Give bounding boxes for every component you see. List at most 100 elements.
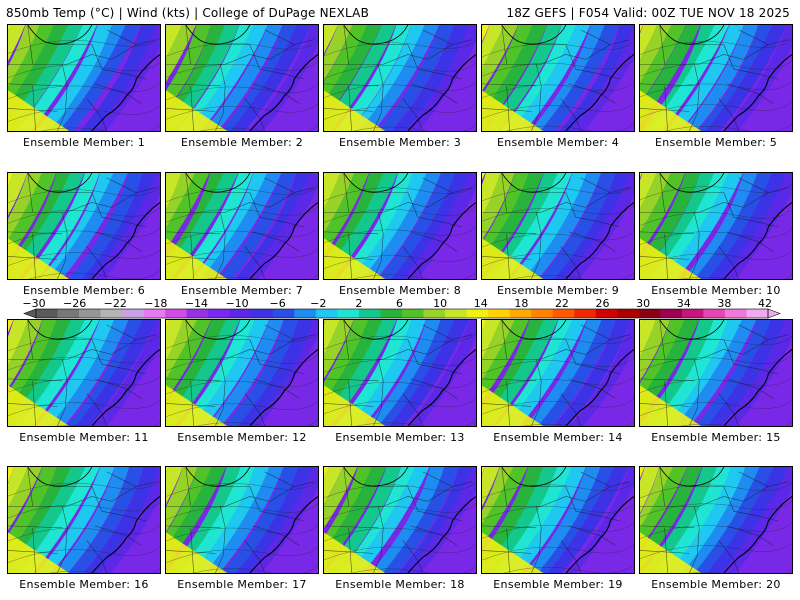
ensemble-member-map[interactable] [7,466,161,574]
ensemble-member-caption: Ensemble Member: 4 [496,136,620,149]
colorbar-segment [122,309,144,318]
colorbar-tick-label: 22 [554,297,569,310]
colorbar-segment [251,309,274,318]
colorbar-segment [186,309,209,318]
colorbar-tick-label: −26 [63,297,87,310]
colorbar-segment [746,309,769,318]
temperature-field-map [482,25,634,131]
colorbar-max-arrow [767,308,781,319]
colorbar-segment [703,309,726,318]
ensemble-member-caption: Ensemble Member: 5 [654,136,778,149]
colorbar-segment [165,309,188,318]
colorbar-segment [681,309,704,318]
ensemble-member-caption: Ensemble Member: 13 [335,431,465,444]
temperature-field-map [482,173,634,279]
temperature-field-map [482,320,634,426]
colorbar-tick-label: 2 [355,297,363,310]
ensemble-member-map[interactable] [165,172,319,280]
colorbar-tick-label: 30 [636,297,651,310]
ensemble-member-map[interactable] [323,172,477,280]
temperature-field-map [324,320,476,426]
colorbar-tick-label: 42 [758,297,772,310]
ensemble-member-map[interactable] [323,24,477,132]
colorbar-segment [315,309,338,318]
temperature-field-map [8,467,160,573]
ensemble-member-caption: Ensemble Member: 9 [496,284,620,297]
colorbar-segment [100,309,123,318]
colorbar-tick-label: 18 [514,297,529,310]
ensemble-member-map[interactable] [481,466,635,574]
colorbar-segment [445,309,467,318]
colorbar-segment [660,309,683,318]
colorbar-segment [488,309,510,318]
temperature-field-map [324,25,476,131]
temperature-colorbar [23,308,781,319]
colorbar-segment [423,309,446,318]
header-title-left: 850mb Temp (°C) | Wind (kts) | College o… [6,6,370,20]
colorbar-segment [358,309,381,318]
colorbar-tick-label: −30 [22,297,46,310]
header-title-right: 18Z GEFS | F054 Valid: 00Z TUE NOV 18 20… [506,6,790,20]
temperature-field-map [166,320,318,426]
colorbar-tick-label: −18 [144,297,168,310]
temperature-field-map [482,467,634,573]
ensemble-member-caption: Ensemble Member: 11 [19,431,149,444]
ensemble-member-caption: Ensemble Member: 14 [493,431,623,444]
ensemble-member-map[interactable] [639,466,793,574]
ensemble-member-map[interactable] [639,172,793,280]
colorbar-segment [272,309,295,318]
temperature-field-map [640,467,792,573]
colorbar-segment [509,309,532,318]
ensemble-member-map[interactable] [165,466,319,574]
ensemble-member-caption: Ensemble Member: 1 [22,136,146,149]
ensemble-member-map[interactable] [7,24,161,132]
colorbar-segment [79,309,101,318]
ensemble-member-map[interactable] [165,319,319,427]
temperature-field-map [324,467,476,573]
ensemble-member-map[interactable] [323,466,477,574]
ensemble-member-caption: Ensemble Member: 8 [338,284,462,297]
ensemble-member-map[interactable] [481,172,635,280]
ensemble-member-map[interactable] [7,319,161,427]
ensemble-member-caption: Ensemble Member: 15 [651,431,781,444]
ensemble-member-map[interactable] [323,319,477,427]
colorbar-segment [208,309,231,318]
temperature-field-map [8,320,160,426]
ensemble-member-caption: Ensemble Member: 10 [651,284,781,297]
colorbar-segment [36,309,58,318]
temperature-field-map [640,25,792,131]
colorbar-segment [552,309,575,318]
colorbar-tick-label: 10 [433,297,448,310]
ensemble-member-caption: Ensemble Member: 20 [651,578,781,591]
ensemble-member-caption: Ensemble Member: 17 [177,578,307,591]
colorbar-segment [595,309,618,318]
ensemble-member-caption: Ensemble Member: 18 [335,578,465,591]
colorbar-segment [380,309,403,318]
colorbar-tick-label: 34 [676,297,691,310]
ensemble-member-caption: Ensemble Member: 3 [338,136,462,149]
temperature-field-map [640,320,792,426]
ensemble-member-map[interactable] [481,319,635,427]
temperature-field-map [166,25,318,131]
colorbar-segment [724,309,747,318]
ensemble-member-map[interactable] [165,24,319,132]
colorbar-segment [617,309,640,318]
colorbar-segment [143,309,166,318]
colorbar-segment [574,309,597,318]
ensemble-member-caption: Ensemble Member: 7 [180,284,304,297]
colorbar-tick-label: 6 [396,297,403,310]
colorbar-segment [337,309,360,318]
ensemble-member-caption: Ensemble Member: 19 [493,578,623,591]
ensemble-member-caption: Ensemble Member: 16 [19,578,149,591]
temperature-field-map [8,25,160,131]
colorbar-segment [531,309,554,318]
ensemble-member-map[interactable] [481,24,635,132]
colorbar-tick-label: −22 [103,297,127,310]
colorbar-segment [638,309,661,318]
temperature-field-map [166,467,318,573]
colorbar-tick-label: −14 [184,297,209,310]
ensemble-member-map[interactable] [639,24,793,132]
ensemble-member-map[interactable] [7,172,161,280]
ensemble-member-map[interactable] [639,319,793,427]
temperature-field-map [166,173,318,279]
